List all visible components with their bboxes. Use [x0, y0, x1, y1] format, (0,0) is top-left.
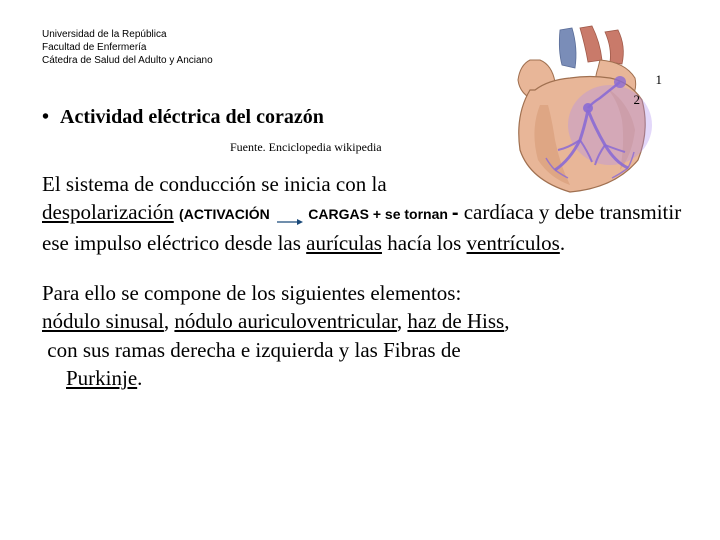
slide-heading: Actividad eléctrica del corazón: [42, 106, 324, 129]
p1-bold1: (ACTIVACIÓN: [179, 206, 270, 222]
paragraph-2: Para ello se compone de los siguientes e…: [42, 279, 682, 392]
link-ventriculos[interactable]: ventrículos: [467, 231, 560, 255]
p2-t3: ,: [397, 309, 408, 333]
p2-t1: Para ello se compone de los siguientes e…: [42, 281, 461, 305]
heart-label-2: 2: [634, 92, 641, 108]
header-line-1: Universidad de la República: [42, 28, 213, 41]
p2-t4b: con sus ramas derecha e izquierda y las …: [42, 338, 461, 362]
institution-header: Universidad de la República Facultad de …: [42, 28, 213, 67]
p1-bold3: -: [452, 202, 459, 224]
p2-t5: .: [137, 366, 142, 390]
p1-t4: hacía los: [382, 231, 467, 255]
arrow-icon: [275, 200, 303, 228]
link-nodulo-sinusal[interactable]: nódulo sinusal: [42, 309, 164, 333]
source-citation: Fuente. Enciclopedia wikipedia: [230, 140, 382, 155]
heart-label-1: 1: [656, 72, 663, 88]
p1-t1: El sistema de conducción se inicia con l…: [42, 172, 387, 196]
p1-t5: .: [560, 231, 565, 255]
link-despolarizacion[interactable]: despolarización: [42, 200, 174, 224]
body-content: El sistema de conducción se inicia con l…: [42, 170, 682, 392]
link-nodulo-av[interactable]: nódulo auriculoventricular: [174, 309, 397, 333]
p2-indent: Purkinje.: [42, 366, 142, 390]
header-line-3: Cátedra de Salud del Adulto y Anciano: [42, 54, 213, 67]
link-haz-hiss[interactable]: haz de Hiss: [407, 309, 504, 333]
paragraph-1: El sistema de conducción se inicia con l…: [42, 170, 682, 257]
link-purkinje[interactable]: Purkinje: [66, 366, 137, 390]
p2-t2: ,: [164, 309, 175, 333]
link-auriculas[interactable]: aurículas: [306, 231, 382, 255]
p2-t4a: ,: [504, 309, 509, 333]
p1-bold2: CARGAS + se tornan: [308, 206, 452, 222]
header-line-2: Facultad de Enfermería: [42, 41, 213, 54]
